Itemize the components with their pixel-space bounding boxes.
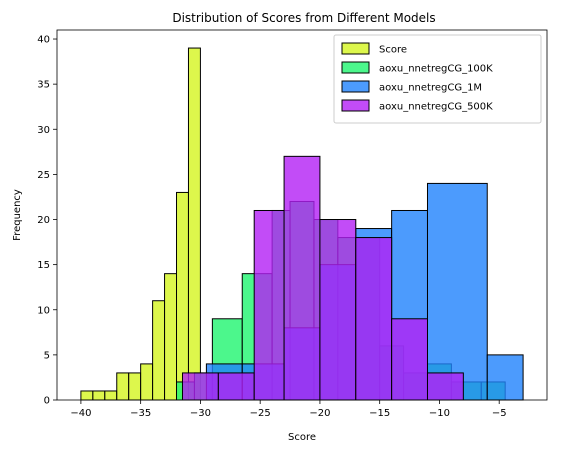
x-tick-label: −35 <box>130 408 151 419</box>
bar-series-3-1 <box>217 372 255 401</box>
y-tick-label: 15 <box>37 260 50 271</box>
bar-series-3-0 <box>181 372 219 401</box>
y-tick-label: 30 <box>37 125 50 136</box>
legend-label: aoxu_nnetregCG_1M <box>379 83 482 94</box>
bar-series-0-6 <box>152 300 166 401</box>
y-tick-label: 20 <box>37 215 50 226</box>
x-tick-label: −5 <box>492 408 507 419</box>
x-tick-label: −15 <box>369 408 390 419</box>
bar-series-3-6 <box>391 318 428 401</box>
y-axis-ticks: 0 5 10 15 20 25 30 35 40 <box>37 35 57 407</box>
bar-series-2-6 <box>426 182 488 401</box>
legend-swatch <box>341 61 370 74</box>
legend-swatch <box>341 80 370 93</box>
bar-series-3-3 <box>283 155 321 401</box>
bar-series-0-2 <box>104 390 118 401</box>
bar-series-0-7 <box>164 273 178 401</box>
y-tick-label: 5 <box>44 350 50 361</box>
y-tick-label: 25 <box>37 170 50 181</box>
x-tick-label: −20 <box>309 408 330 419</box>
bar-series-0-0 <box>80 390 94 401</box>
bar-series-3-7 <box>426 372 464 401</box>
bar-series-3-5 <box>355 237 393 401</box>
x-axis-label: Score <box>288 432 316 443</box>
bar-series-3-2 <box>253 209 285 401</box>
y-tick-label: 40 <box>37 35 50 46</box>
bar-series-0-8 <box>176 191 189 401</box>
legend-label: aoxu_nnetregCG_100K <box>379 64 493 75</box>
y-tick-label: 35 <box>37 80 50 91</box>
y-axis-label: Frequency <box>12 189 23 241</box>
legend-frame <box>333 34 542 124</box>
bar-series-0-3 <box>116 372 130 401</box>
y-tick-label: 0 <box>44 396 50 407</box>
bar-series-0-1 <box>92 390 106 401</box>
bar-series-0-4 <box>128 372 142 401</box>
chart-title: Distribution of Scores from Different Mo… <box>172 11 435 25</box>
plot-frame <box>56 29 548 401</box>
bar-series-3-4 <box>319 219 357 401</box>
bar-series-0-5 <box>140 363 154 401</box>
x-tick-label: −25 <box>250 408 271 419</box>
y-tick-label: 10 <box>37 305 50 316</box>
legend: Score aoxu_nnetregCG_100K aoxu_nnetregCG_1… <box>333 34 542 124</box>
x-tick-label: −30 <box>190 408 211 419</box>
legend-label: aoxu_nnetregCG_500K <box>379 102 493 113</box>
legend-label: Score <box>379 45 407 56</box>
legend-swatch <box>341 99 370 112</box>
bar-series-2-7 <box>486 354 524 401</box>
bar-series-0-9 <box>187 47 201 401</box>
x-tick-label: −10 <box>429 408 450 419</box>
x-tick-label: −40 <box>70 408 91 419</box>
bars-layer <box>80 47 524 401</box>
legend-swatch <box>341 42 370 55</box>
x-axis-ticks: −40 −35 −30 −25 −20 −15 −10 −5 <box>70 400 507 419</box>
